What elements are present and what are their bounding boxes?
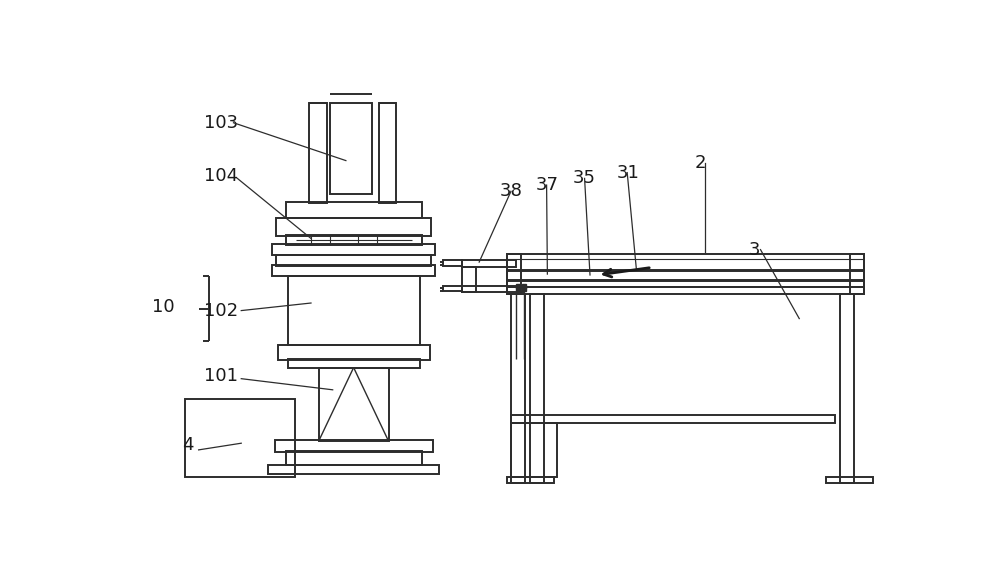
Bar (507, 287, 864, 294)
Bar (507, 254, 521, 294)
Text: 3: 3 (749, 240, 760, 258)
Bar (309, 103, 326, 203)
Bar (286, 451, 422, 465)
Bar (507, 270, 864, 281)
Bar (511, 415, 835, 423)
Bar (507, 254, 864, 271)
Text: 102: 102 (204, 302, 238, 320)
Text: 35: 35 (573, 169, 596, 187)
Bar (443, 286, 462, 291)
Bar (272, 244, 435, 255)
Bar (379, 103, 396, 203)
Text: 10: 10 (152, 298, 175, 317)
Text: 38: 38 (499, 182, 522, 201)
Text: 101: 101 (204, 368, 238, 386)
Bar (276, 217, 431, 236)
Bar (286, 235, 422, 245)
Bar (462, 260, 516, 266)
Bar (288, 358, 420, 368)
Bar (826, 477, 873, 483)
Bar (507, 280, 864, 287)
Bar (462, 266, 476, 292)
Bar (268, 465, 439, 475)
Bar (286, 202, 422, 218)
Bar (278, 345, 430, 360)
Text: 2: 2 (695, 154, 706, 172)
Text: 37: 37 (536, 176, 559, 194)
Bar (850, 254, 864, 294)
Bar (840, 294, 854, 483)
Bar (511, 423, 557, 477)
Bar (507, 477, 554, 483)
Bar (443, 260, 462, 266)
Bar (272, 265, 435, 276)
Text: 104: 104 (204, 167, 238, 185)
Bar (511, 294, 525, 483)
Bar (462, 286, 524, 292)
Bar (185, 399, 295, 477)
Bar (319, 368, 388, 441)
Text: 4: 4 (182, 436, 193, 454)
Bar (275, 440, 433, 452)
Bar (330, 103, 372, 194)
Text: 103: 103 (204, 114, 238, 132)
Bar (288, 276, 420, 345)
Bar (276, 254, 431, 266)
Text: 31: 31 (617, 164, 640, 181)
Bar (530, 294, 544, 483)
